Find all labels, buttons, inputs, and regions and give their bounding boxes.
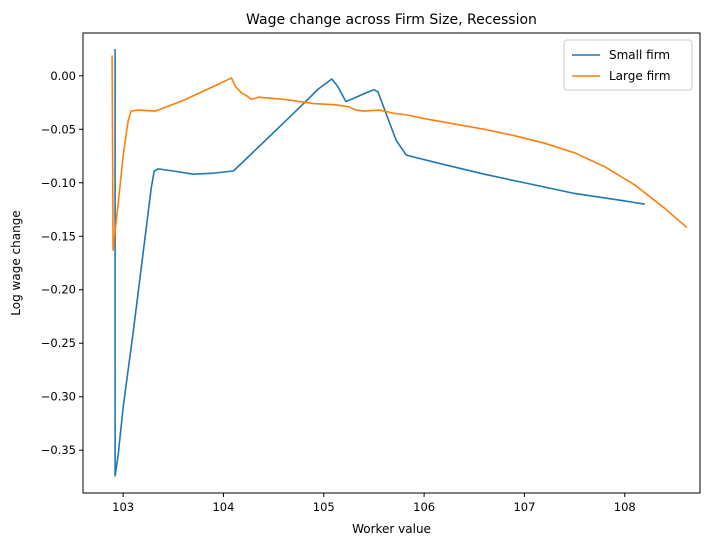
y-tick-label: −0.10 [41, 176, 76, 190]
y-tick-label: −0.15 [41, 229, 76, 243]
x-tick-label: 108 [614, 500, 636, 514]
ticks-layer: 103 104 105 106 107 108 0.00 −0.05 −0.10 −0.15 −0.… [41, 69, 636, 514]
series-layer [111, 49, 688, 477]
y-tick-label: 0.00 [50, 69, 76, 83]
plot-area-frame [82, 32, 701, 494]
legend-box [563, 39, 693, 91]
legend-entry-label: Large firm [609, 69, 671, 83]
y-tick-label: −0.35 [41, 443, 76, 457]
y-tick-label: −0.05 [41, 122, 76, 136]
series-line-large-firm [111, 55, 688, 251]
x-tick-label: 107 [513, 500, 535, 514]
series-line-small-firm [114, 49, 645, 477]
x-tick-label: 105 [313, 500, 335, 514]
x-tick-label: 106 [413, 500, 435, 514]
y-axis-label: Log wage change [9, 210, 23, 315]
chart-title: Wage change across Firm Size, Recession [246, 12, 537, 28]
legend-entry-label: Small firm [609, 48, 670, 62]
y-tick-label: −0.30 [41, 390, 76, 404]
x-axis-label: Worker value [352, 522, 431, 536]
y-tick-label: −0.25 [41, 336, 76, 350]
x-tick-label: 103 [112, 500, 134, 514]
y-tick-label: −0.20 [41, 283, 76, 297]
x-tick-label: 104 [212, 500, 234, 514]
legend: Small firm Large firm [563, 39, 693, 91]
